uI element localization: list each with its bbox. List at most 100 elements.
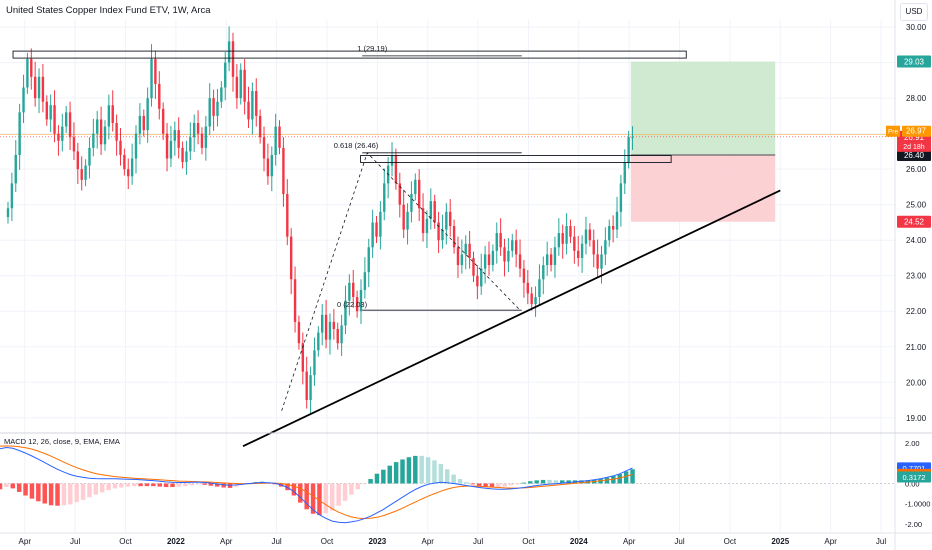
macd-histogram-bar bbox=[29, 483, 35, 499]
macd-histogram-bar bbox=[393, 462, 399, 484]
candle-body bbox=[247, 101, 250, 120]
macd-line bbox=[0, 446, 633, 524]
candle bbox=[514, 229, 518, 268]
candle bbox=[169, 125, 173, 168]
target-zone[interactable] bbox=[630, 61, 776, 155]
candle bbox=[429, 188, 433, 230]
macd-histogram-bar bbox=[438, 463, 444, 484]
candle bbox=[227, 26, 231, 72]
candle bbox=[596, 239, 599, 278]
chart-title: United States Copper Index Fund ETV, 1W,… bbox=[6, 5, 211, 16]
candle bbox=[402, 189, 405, 239]
macd-histogram-bar bbox=[195, 483, 201, 485]
candle bbox=[580, 235, 584, 273]
candle bbox=[491, 244, 495, 272]
ascending-trendline[interactable] bbox=[242, 189, 781, 448]
swing-dashed-line[interactable] bbox=[281, 152, 521, 411]
candle bbox=[534, 286, 537, 317]
candle bbox=[406, 203, 409, 245]
candle bbox=[472, 251, 475, 283]
candle bbox=[41, 64, 45, 113]
candle-body bbox=[398, 183, 401, 205]
candle bbox=[410, 181, 413, 223]
candle-body bbox=[456, 247, 460, 266]
resistance-box[interactable] bbox=[12, 50, 687, 59]
macd-histogram-bar bbox=[42, 483, 47, 504]
candle bbox=[286, 179, 289, 246]
macd-histogram-bar bbox=[317, 483, 322, 516]
drawings[interactable]: 1 (29.19) 0.618 (26.46) 0 (22.03) bbox=[12, 44, 781, 448]
candle-body bbox=[224, 62, 227, 88]
candle bbox=[611, 215, 615, 243]
candle-body bbox=[297, 321, 301, 344]
candle-body bbox=[301, 343, 305, 372]
support-box[interactable] bbox=[360, 155, 672, 163]
candle bbox=[522, 260, 526, 298]
candle-body bbox=[88, 147, 91, 166]
candle bbox=[425, 210, 429, 249]
candle bbox=[557, 218, 561, 256]
candle-body bbox=[584, 229, 588, 244]
macd-histogram-bar bbox=[566, 480, 571, 484]
candle bbox=[72, 122, 76, 160]
candle bbox=[305, 356, 308, 409]
macd-histogram-bar bbox=[61, 483, 67, 506]
x-tick-label: Apr bbox=[19, 537, 32, 546]
candle-body bbox=[328, 321, 332, 340]
candle bbox=[96, 110, 99, 149]
stop-zone[interactable] bbox=[630, 154, 776, 222]
candle-body bbox=[282, 147, 285, 195]
y-tick-label: 21.00 bbox=[906, 343, 927, 352]
candle-body bbox=[507, 250, 510, 262]
candle-body bbox=[84, 165, 87, 180]
candle bbox=[344, 285, 347, 334]
candle-body bbox=[437, 222, 440, 241]
candle bbox=[352, 270, 355, 308]
macd-histogram-bar bbox=[528, 481, 533, 484]
y-tick-label: 26.00 bbox=[906, 165, 927, 174]
candle bbox=[545, 241, 549, 276]
candle bbox=[119, 127, 122, 166]
macd-histogram-bar bbox=[521, 482, 527, 484]
macd-histogram-bar bbox=[387, 465, 392, 484]
candle bbox=[549, 248, 553, 272]
candle bbox=[282, 137, 285, 207]
candle bbox=[76, 142, 80, 185]
candle-body bbox=[600, 254, 603, 269]
candle-body bbox=[6, 208, 10, 218]
candle-body bbox=[208, 98, 211, 127]
candle-body bbox=[255, 91, 258, 116]
candle-body bbox=[41, 76, 45, 102]
target-price-tag-text: 29.03 bbox=[904, 58, 925, 67]
histogram-value-tag: 0.3172 bbox=[897, 471, 931, 483]
candle bbox=[235, 64, 239, 109]
candle-body bbox=[363, 272, 367, 290]
candle bbox=[332, 309, 336, 340]
candle-body bbox=[445, 211, 448, 230]
candle bbox=[239, 63, 242, 105]
candle-body bbox=[274, 126, 277, 155]
candle-body bbox=[472, 257, 475, 276]
candle-body bbox=[623, 162, 626, 184]
stop-price-tag-bg bbox=[897, 215, 931, 228]
candle-body bbox=[92, 133, 95, 148]
pre-label-text: Pre bbox=[888, 129, 899, 136]
candle bbox=[336, 322, 339, 350]
candle-body bbox=[200, 133, 204, 148]
macd-histogram-bar bbox=[579, 480, 584, 484]
macd-histogram-bar bbox=[298, 483, 303, 503]
y-tick-label: 25.00 bbox=[906, 201, 927, 210]
candle-body bbox=[103, 126, 107, 145]
y-tick-label: 23.00 bbox=[906, 272, 927, 281]
candle bbox=[204, 115, 208, 161]
candle-body bbox=[68, 112, 72, 138]
target-price-tag: 29.03 bbox=[897, 55, 931, 68]
candle bbox=[526, 270, 529, 305]
macd-histogram-bar bbox=[419, 455, 424, 484]
candle-body bbox=[309, 375, 312, 401]
candle bbox=[45, 95, 48, 126]
currency-button[interactable]: USD bbox=[900, 3, 928, 21]
candle-body bbox=[619, 183, 623, 212]
candle bbox=[212, 89, 215, 131]
